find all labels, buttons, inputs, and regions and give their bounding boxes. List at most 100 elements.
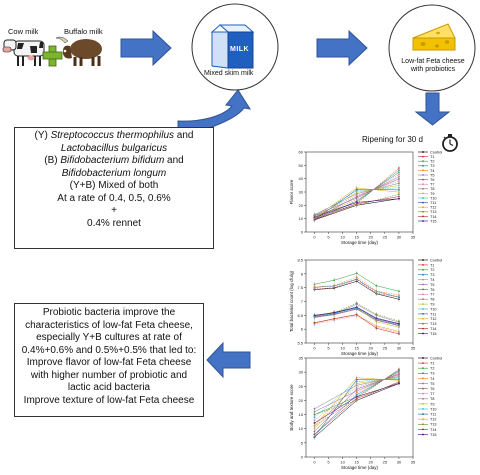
x-tick-label: 0 bbox=[313, 235, 316, 240]
y-tick-label: 0 bbox=[301, 455, 304, 460]
plus-line: + bbox=[111, 205, 117, 216]
legend-marker bbox=[422, 327, 424, 330]
x-tick-label: 25 bbox=[383, 460, 388, 465]
legend-label: T15 bbox=[430, 433, 437, 437]
legend-label: T10 bbox=[430, 307, 437, 311]
x-axis-label: Storage time (day) bbox=[341, 465, 379, 470]
legend-label: T11 bbox=[430, 312, 436, 316]
legend-marker bbox=[422, 382, 424, 385]
legend-marker bbox=[422, 169, 424, 172]
legend-marker bbox=[422, 403, 424, 405]
x-tick-label: 15 bbox=[354, 460, 359, 465]
arrow-right-2 bbox=[316, 29, 368, 67]
strain-b1: Bifidobacterium bifidum bbox=[60, 155, 165, 166]
x-tick-label: 35 bbox=[411, 346, 416, 351]
legend-marker bbox=[422, 206, 424, 209]
legend-label: T12 bbox=[430, 206, 437, 210]
x-tick-label: 20 bbox=[369, 460, 374, 465]
x-tick-label: 10 bbox=[340, 460, 345, 465]
conclusion-line: Probiotic bacteria improve the bbox=[42, 307, 176, 318]
y-tick-label: 20 bbox=[299, 203, 304, 208]
legend-label: T15 bbox=[430, 219, 437, 223]
conclusion-line: characteristics of low-fat Feta cheese, bbox=[25, 319, 193, 331]
conclusion-line: 0.4%+0.6% and 0.5%+0.5% that led to: bbox=[21, 344, 197, 356]
x-axis-label: Storage time (day) bbox=[341, 351, 379, 356]
y-axis-label: Body and texture score bbox=[289, 384, 294, 431]
x-tick-label: 15 bbox=[354, 235, 359, 240]
rennet-line: 0.4% rennet bbox=[87, 217, 141, 229]
legend-marker bbox=[422, 322, 424, 325]
legend-label: Control bbox=[430, 150, 442, 154]
legend-label: T12 bbox=[430, 418, 437, 422]
x-tick-label: 35 bbox=[411, 235, 416, 240]
legend-marker bbox=[422, 418, 424, 421]
body-texture-chart: 0 5 10 15 20 25 30 35 0 5 10 15 20 25 30 35 Storage time… bbox=[289, 356, 442, 471]
plus-sign bbox=[42, 45, 63, 67]
legend-label: T3 bbox=[430, 273, 434, 277]
legend-label: T10 bbox=[430, 196, 437, 200]
x-tick-label: 10 bbox=[340, 346, 345, 351]
x-tick-label: 20 bbox=[369, 235, 374, 240]
legend-label: T8 bbox=[430, 298, 434, 302]
legend-marker bbox=[422, 397, 424, 400]
legend-label: T1 bbox=[430, 155, 434, 159]
legend-marker bbox=[422, 278, 424, 281]
legend-label: T6 bbox=[430, 178, 434, 182]
legend-marker bbox=[422, 192, 424, 195]
y-tick-label: 50 bbox=[299, 163, 304, 168]
legend-label: T8 bbox=[430, 187, 434, 191]
legend-marker bbox=[422, 288, 424, 291]
legend-label: T5 bbox=[430, 283, 434, 287]
x-tick-label: 30 bbox=[397, 346, 402, 351]
legend-marker bbox=[422, 332, 424, 335]
stopwatch-icon bbox=[442, 134, 458, 152]
series-line bbox=[314, 167, 400, 219]
legend-marker bbox=[422, 220, 424, 222]
x-tick-label: 25 bbox=[383, 346, 388, 351]
cheese-label: Low-fat Feta cheese with probiotics bbox=[401, 58, 465, 73]
y-tick-label: 7.5 bbox=[297, 285, 303, 290]
x-tick-label: 5 bbox=[327, 460, 330, 465]
y-axis-label: Flavor score bbox=[289, 179, 294, 204]
legend-label: T13 bbox=[430, 322, 437, 326]
legend-label: T11 bbox=[430, 201, 436, 205]
legend-marker bbox=[422, 357, 424, 359]
legend-marker bbox=[422, 151, 424, 153]
legend-label: T7 bbox=[430, 392, 434, 396]
legend-label: T6 bbox=[430, 387, 434, 391]
arrow-left-1 bbox=[206, 341, 251, 379]
x-tick-label: 35 bbox=[411, 460, 416, 465]
legend-marker bbox=[422, 174, 424, 176]
legend-marker bbox=[422, 362, 424, 364]
legend-label: T15 bbox=[430, 332, 437, 336]
x-tick-label: 30 bbox=[397, 235, 402, 240]
cultures-box: (Y) Streptococcus thermophilus and Lacto… bbox=[14, 127, 214, 249]
legend-marker bbox=[422, 268, 424, 271]
x-tick-label: 5 bbox=[327, 346, 330, 351]
buffalo-milk-label: Buffalo milk bbox=[64, 27, 103, 36]
legend-marker bbox=[422, 392, 424, 395]
x-tick-label: 5 bbox=[327, 235, 330, 240]
legend-marker bbox=[422, 303, 424, 305]
y-tick-label: 10 bbox=[299, 216, 304, 221]
legend-marker bbox=[422, 433, 424, 436]
arrow-right-1 bbox=[120, 29, 172, 67]
carton-text: MILK bbox=[230, 46, 250, 53]
conclusion-line: Improve texture of low-fat Feta cheese bbox=[23, 394, 195, 406]
legend-label: T5 bbox=[430, 382, 434, 386]
legend-marker bbox=[422, 317, 424, 320]
legend-label: T1 bbox=[430, 362, 434, 366]
legend-marker bbox=[422, 313, 424, 315]
strain-b2: Bifidobacterium longum bbox=[61, 167, 167, 179]
legend-marker bbox=[422, 367, 424, 370]
legend-label: T8 bbox=[430, 397, 434, 401]
legend-label: Control bbox=[430, 258, 442, 262]
legend-label: T2 bbox=[430, 160, 434, 164]
legend-label: T14 bbox=[430, 215, 437, 219]
x-tick-label: 30 bbox=[397, 460, 402, 465]
legend-label: T6 bbox=[430, 288, 434, 292]
y-tick-label: 60 bbox=[299, 150, 304, 155]
legend-marker bbox=[422, 197, 424, 199]
conclusion-line: with higher number of probiotic and bbox=[30, 369, 188, 381]
strain-y2: Lactobacillus bulgaricus bbox=[60, 142, 168, 154]
